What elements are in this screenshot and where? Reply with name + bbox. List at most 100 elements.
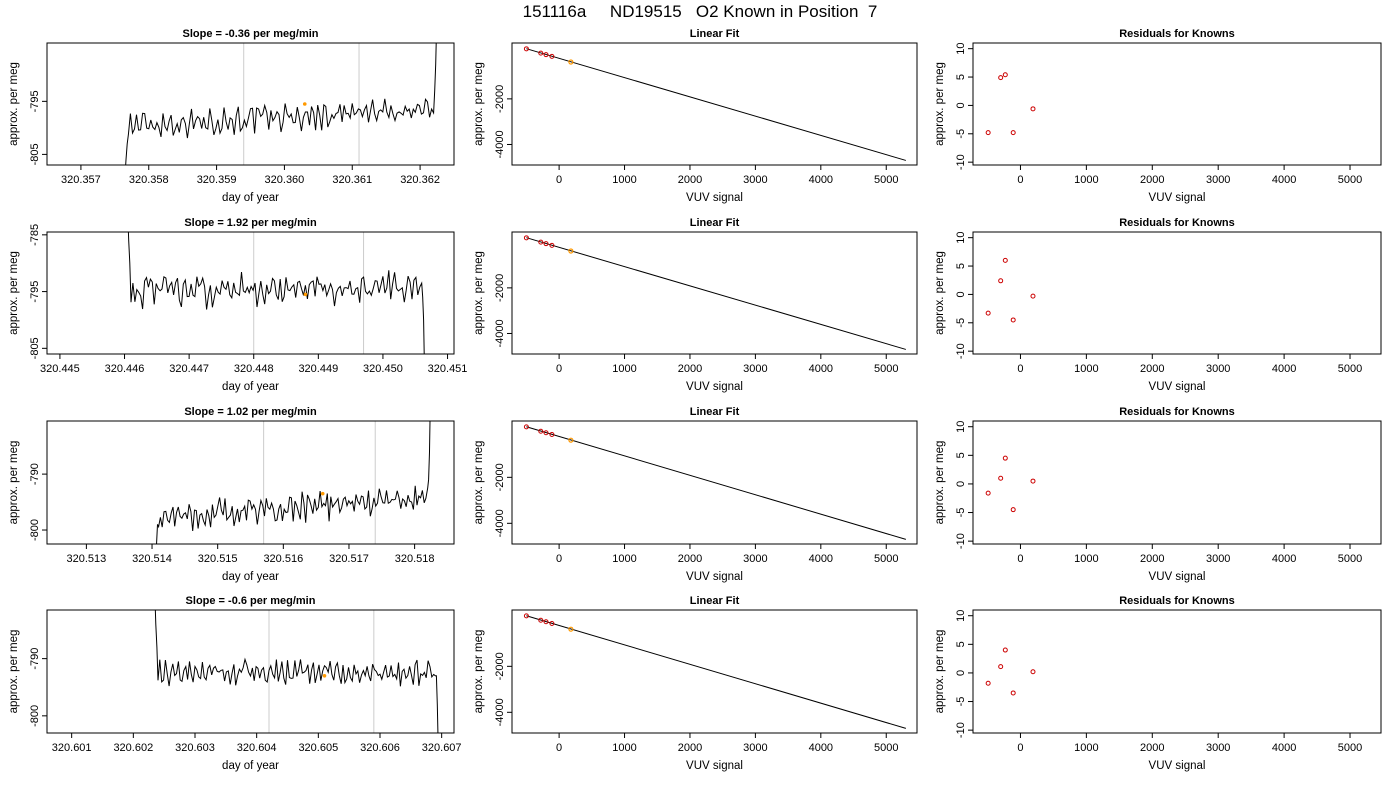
x-tick-label: 3000 bbox=[1206, 363, 1230, 375]
x-tick-label: 1000 bbox=[1074, 553, 1098, 565]
x-tick-label: 320.446 bbox=[105, 363, 145, 375]
y-tick-label: -4000 bbox=[494, 698, 506, 726]
x-tick-label: 320.518 bbox=[395, 553, 435, 565]
x-tick-label: 0 bbox=[1017, 363, 1023, 375]
residual-point bbox=[1002, 257, 1008, 263]
x-tick-label: 320.451 bbox=[428, 363, 468, 375]
x-axis-label: VUV signal bbox=[1149, 381, 1206, 393]
x-tick-label: 4000 bbox=[809, 363, 833, 375]
plot-data bbox=[523, 424, 907, 540]
y-tick-label: -805 bbox=[29, 337, 41, 359]
sample-point-marker bbox=[303, 292, 308, 297]
y-tick-label: 5 bbox=[955, 641, 967, 647]
x-tick-label: 3000 bbox=[1206, 742, 1230, 754]
x-axis-label: day of year bbox=[222, 192, 279, 204]
x-tick-label: 320.515 bbox=[198, 553, 238, 565]
x-axis-label: VUV signal bbox=[686, 571, 743, 583]
x-tick-label: 320.606 bbox=[360, 742, 400, 754]
panel-title: Residuals for Knowns bbox=[1119, 595, 1235, 607]
x-tick-label: 320.513 bbox=[67, 553, 107, 565]
known-point bbox=[543, 619, 549, 625]
x-tick-label: 1000 bbox=[612, 174, 636, 186]
x-axis-label: VUV signal bbox=[1149, 571, 1206, 583]
x-tick-label: 1000 bbox=[612, 742, 636, 754]
known-point bbox=[538, 617, 544, 623]
x-tick-label: 320.517 bbox=[329, 553, 369, 565]
x-tick-label: 4000 bbox=[1272, 363, 1296, 375]
plot-frame bbox=[511, 231, 918, 355]
sample-point-marker bbox=[322, 673, 327, 678]
y-tick-label: -800 bbox=[29, 519, 41, 541]
x-tick-label: 5000 bbox=[874, 742, 898, 754]
x-tick-label: 0 bbox=[1017, 742, 1023, 754]
x-tick-label: 1000 bbox=[1074, 742, 1098, 754]
known-point bbox=[538, 428, 544, 434]
y-axis-label: approx. per meg bbox=[473, 630, 485, 714]
x-tick-label: 5000 bbox=[874, 363, 898, 375]
x-tick-label: 3000 bbox=[743, 742, 767, 754]
series-line bbox=[127, 232, 425, 354]
residual-point bbox=[985, 680, 991, 686]
y-axis-label: approx. per meg bbox=[934, 630, 946, 714]
y-tick-label: 0 bbox=[955, 670, 967, 676]
y-tick-label: -5 bbox=[955, 697, 967, 707]
known-point bbox=[549, 242, 555, 248]
plot-frame bbox=[46, 420, 455, 545]
y-tick-label: -785 bbox=[29, 224, 41, 246]
residual-point bbox=[1010, 690, 1016, 696]
x-tick-label: 4000 bbox=[1272, 174, 1296, 186]
x-tick-label: 2000 bbox=[1140, 553, 1164, 565]
x-tick-label: 4000 bbox=[1272, 553, 1296, 565]
known-point bbox=[523, 424, 529, 430]
plot-frame bbox=[511, 609, 918, 734]
y-axis-label: approx. per meg bbox=[473, 62, 485, 146]
chart-panel-time-series-row-2: Slope = 1.92 per meg/min 320.445 320.446 32… bbox=[8, 217, 468, 393]
panel-title: Slope = -0.36 per meg/min bbox=[182, 28, 318, 40]
y-tick-label: 10 bbox=[955, 610, 967, 622]
x-tick-label: 5000 bbox=[874, 174, 898, 186]
x-tick-label: 320.516 bbox=[263, 553, 303, 565]
x-tick-label: 1000 bbox=[1074, 363, 1098, 375]
y-tick-label: 0 bbox=[955, 102, 967, 108]
sample-point bbox=[568, 437, 574, 443]
x-tick-label: 320.358 bbox=[129, 174, 169, 186]
y-tick-label: -2000 bbox=[494, 274, 506, 302]
x-tick-label: 2000 bbox=[678, 174, 702, 186]
chart-panel-linear-fit-row-2: Linear Fit 0 1000 2000 3000 4000 5000 -2000 -400… bbox=[473, 217, 918, 393]
y-tick-label: 10 bbox=[955, 421, 967, 433]
y-tick-label: -10 bbox=[955, 722, 967, 738]
residual-point bbox=[985, 310, 991, 316]
chart-panel-time-series-row-3: Slope = 1.02 per meg/min 320.513 320.514 32… bbox=[8, 406, 455, 583]
plot-frame bbox=[972, 42, 1382, 166]
y-axis-label: approx. per meg bbox=[8, 251, 20, 335]
chart-panel-residuals-row-3: Residuals for Knowns 0 1000 2000 3000 4000 500… bbox=[934, 406, 1382, 583]
chart-panel-linear-fit-row-1: Linear Fit 0 1000 2000 3000 4000 5000 -2000 -400… bbox=[473, 28, 918, 204]
panel-title: Residuals for Knowns bbox=[1119, 28, 1235, 40]
x-tick-label: 1000 bbox=[612, 553, 636, 565]
chart-panel-time-series-row-1: Slope = -0.36 per meg/min 320.357 320.358 3… bbox=[8, 28, 455, 204]
y-tick-label: 5 bbox=[955, 263, 967, 269]
panel-title: Linear Fit bbox=[690, 217, 740, 229]
chart-panel-time-series-row-4: Slope = -0.6 per meg/min 320.601 320.602 32… bbox=[8, 595, 462, 772]
x-tick-label: 0 bbox=[556, 174, 562, 186]
known-point bbox=[538, 239, 544, 245]
x-tick-label: 3000 bbox=[1206, 174, 1230, 186]
x-tick-label: 5000 bbox=[1338, 742, 1362, 754]
x-tick-label: 320.357 bbox=[61, 174, 101, 186]
plot-frame bbox=[972, 231, 1382, 355]
y-axis-label: approx. per meg bbox=[934, 251, 946, 335]
plot-data bbox=[523, 613, 907, 729]
x-tick-label: 3000 bbox=[743, 174, 767, 186]
x-tick-label: 320.514 bbox=[132, 553, 172, 565]
plot-frame bbox=[511, 420, 918, 545]
y-axis-label: approx. per meg bbox=[8, 630, 20, 714]
x-tick-label: 0 bbox=[556, 363, 562, 375]
panel-title: Slope = 1.02 per meg/min bbox=[184, 406, 317, 418]
known-point bbox=[549, 432, 555, 438]
panel-title: Linear Fit bbox=[690, 595, 740, 607]
plot-data bbox=[985, 455, 1036, 513]
x-axis-label: VUV signal bbox=[1149, 760, 1206, 772]
x-tick-label: 320.602 bbox=[113, 742, 153, 754]
plot-data bbox=[523, 235, 907, 350]
x-tick-label: 320.601 bbox=[52, 742, 92, 754]
